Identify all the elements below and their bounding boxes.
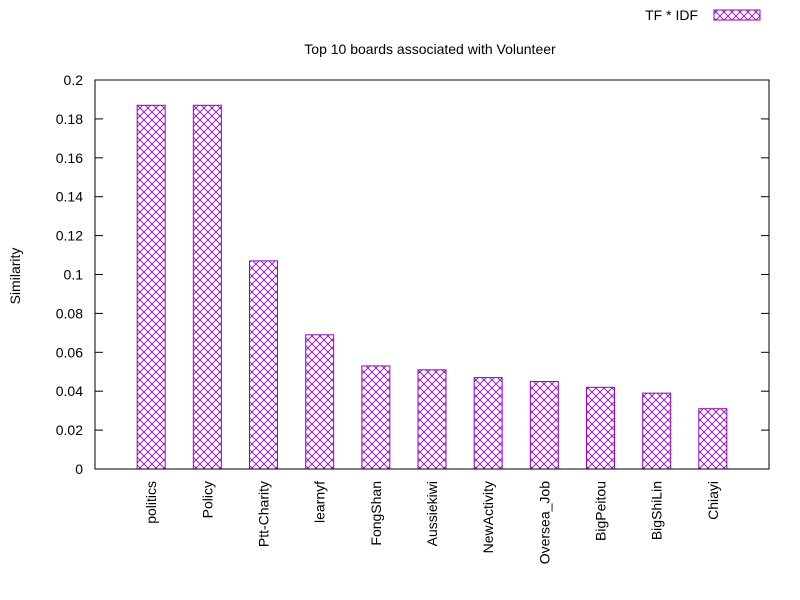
x-tick-label: BigPeitou [593,481,609,541]
x-tick-label: politics [143,481,159,524]
y-tick-label: 0.14 [56,189,83,205]
x-tick-label: Ptt-Charity [256,481,272,547]
y-tick-label: 0.04 [56,383,83,399]
x-tick-label: Oversea_Job [536,481,552,564]
y-tick-label: 0.08 [56,305,83,321]
y-axis-label: Similarity [7,248,23,305]
chart-title: Top 10 boards associated with Volunteer [304,41,556,57]
y-tick-label: 0.02 [56,422,83,438]
y-tick-label: 0.1 [64,267,84,283]
y-tick-label: 0.16 [56,150,83,166]
y-tick-label: 0.2 [64,72,84,88]
x-tick-label: FongShan [368,481,384,546]
x-tick-label: NewActivity [480,481,496,553]
bar-policy [192,104,222,470]
bar-chiayi [698,408,728,470]
bar-bigshilin [642,392,672,470]
bar-aussiekiwi [417,369,447,470]
y-ticks-group: 0 0.02 0.04 0.06 0.08 0.1 0.12 0.14 0.16 0.18 0.2 [56,72,769,477]
x-tick-label: Policy [199,481,215,518]
legend-label: TF * IDF [645,7,698,23]
x-ticks-group: politics Policy Ptt-Charity learnyf FongShan… [143,481,721,564]
x-tick-label: learnyf [312,481,328,523]
x-tick-label: Chiayi [705,481,721,520]
x-tick-label: Aussiekiwi [424,481,440,546]
legend-swatch [713,9,761,21]
y-tick-label: 0.06 [56,344,83,360]
y-tick-label: 0.12 [56,228,83,244]
x-tick-label: BigShiLin [649,481,665,540]
y-tick-label: 0.18 [56,111,83,127]
bars-group [136,104,728,470]
y-tick-label: 0 [75,461,83,477]
bar-ptt-charity [249,260,278,470]
bar-newactivity [473,377,503,470]
plot-frame [94,79,770,470]
legend: TF * IDF [645,7,761,23]
bar-politics [136,104,166,470]
bar-fongshan [361,365,391,470]
bar-learnyf [305,334,335,470]
bar-bigpeitou [586,386,615,470]
bar-oversea-job [529,380,559,470]
